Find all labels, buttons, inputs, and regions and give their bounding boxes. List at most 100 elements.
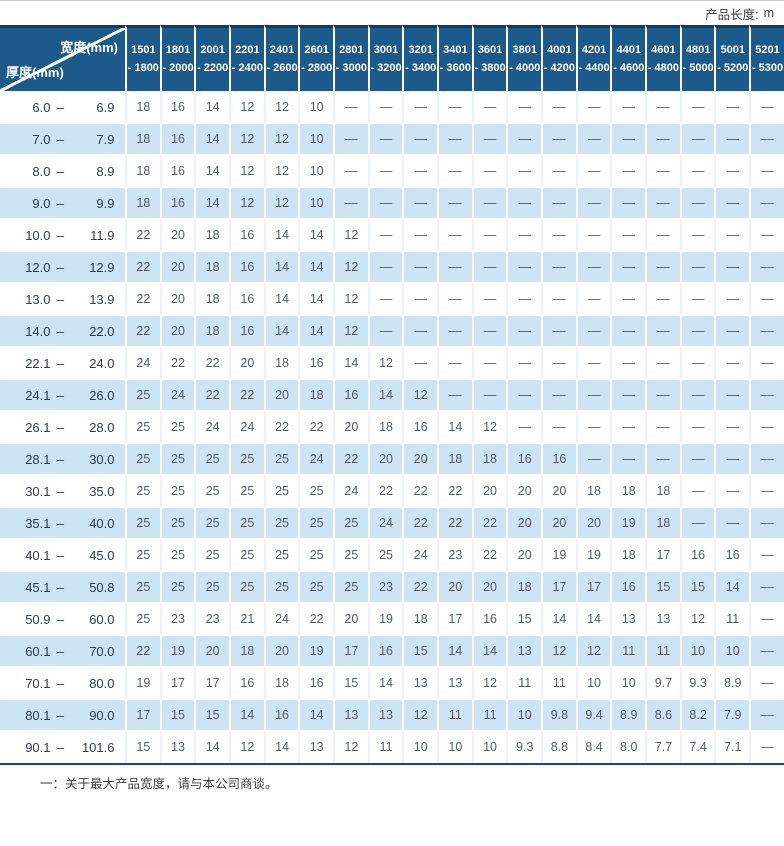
value-cell: 16 <box>402 411 438 443</box>
value-cell: 16 <box>541 443 576 475</box>
value-cell-empty: — <box>749 155 784 187</box>
value-cell: 12 <box>333 219 368 251</box>
row-label: 28.1–30.0 <box>0 443 125 475</box>
value-cell: 20 <box>402 443 438 475</box>
column-header: 2401- 2600 <box>263 25 299 91</box>
value-cell: 17 <box>333 635 368 667</box>
value-cell-empty: — <box>437 315 472 347</box>
value-cell: 22 <box>437 507 472 539</box>
value-cell: 14 <box>263 219 299 251</box>
value-cell: 18 <box>229 635 264 667</box>
value-cell-empty: — <box>575 219 611 251</box>
value-cell-empty: — <box>749 123 784 155</box>
value-cell: 25 <box>159 507 195 539</box>
value-cell-empty: — <box>645 347 680 379</box>
value-cell-empty: — <box>506 315 542 347</box>
table-row: 12.0–12.9 22 20 18 16 14 14 12— — — — — — — — — — — — <box>0 251 784 283</box>
value-cell: 8.6 <box>645 699 680 731</box>
value-cell-empty: — <box>367 283 403 315</box>
value-cell: 9.3 <box>506 731 542 763</box>
value-cell-empty: — <box>749 571 784 603</box>
value-cell-empty: — <box>367 219 403 251</box>
value-cell: 18 <box>125 91 160 123</box>
row-label: 6.0–6.9 <box>0 91 125 123</box>
value-cell: 12 <box>263 91 299 123</box>
value-cell: 10 <box>471 731 507 763</box>
value-cell-empty: — <box>610 155 646 187</box>
value-cell: 18 <box>610 475 646 507</box>
value-cell-empty: — <box>714 219 750 251</box>
value-cell-empty: — <box>610 347 646 379</box>
value-cell-empty: — <box>575 187 611 219</box>
value-cell: 10 <box>714 635 750 667</box>
value-cell-empty: — <box>645 411 680 443</box>
value-cell: 25 <box>125 411 160 443</box>
value-cell: 14 <box>298 283 334 315</box>
value-cell-empty: — <box>610 379 646 411</box>
value-cell-empty: — <box>437 219 472 251</box>
value-cell-empty: — <box>679 315 715 347</box>
value-cell-empty: — <box>437 283 472 315</box>
value-cell-empty: — <box>679 91 715 123</box>
value-cell: 25 <box>298 571 334 603</box>
value-cell: 13 <box>610 603 646 635</box>
value-cell: 21 <box>229 603 264 635</box>
value-cell-empty: — <box>679 507 715 539</box>
value-cell: 19 <box>298 635 334 667</box>
column-header: 5201- 5300 <box>749 25 784 91</box>
value-cell: 18 <box>125 123 160 155</box>
value-cell-empty: — <box>714 443 750 475</box>
value-cell: 18 <box>263 667 299 699</box>
value-cell-empty: — <box>541 251 576 283</box>
value-cell-empty: — <box>506 187 542 219</box>
value-cell-empty: — <box>749 635 784 667</box>
value-cell: 15 <box>645 571 680 603</box>
value-cell: 16 <box>263 699 299 731</box>
value-cell: 12 <box>367 347 403 379</box>
value-cell: 10 <box>679 635 715 667</box>
value-cell: 14 <box>263 283 299 315</box>
value-cell: 18 <box>367 411 403 443</box>
value-cell: 7.9 <box>714 699 750 731</box>
row-label: 90.1–101.6 <box>0 731 125 763</box>
value-cell: 14 <box>298 219 334 251</box>
value-cell: 7.4 <box>679 731 715 763</box>
table-row: 90.1–101.6 15 13 14 12 14 13 12 11 10 10 10 9.3 8.8 8.… <box>0 731 784 763</box>
row-label: 26.1–28.0 <box>0 411 125 443</box>
value-cell: 25 <box>125 475 160 507</box>
value-cell-empty: — <box>541 219 576 251</box>
table-row: 50.9–60.0 25 23 23 21 24 22 20 19 18 17 16 15 14 14 13 1… <box>0 603 784 635</box>
value-cell: 16 <box>229 251 264 283</box>
row-label: 10.0–11.9 <box>0 219 125 251</box>
column-header: 4801- 5000 <box>679 25 715 91</box>
value-cell: 14 <box>471 635 507 667</box>
value-cell-empty: — <box>367 91 403 123</box>
value-cell: 16 <box>679 539 715 571</box>
value-cell: 16 <box>367 635 403 667</box>
value-cell-empty: — <box>541 283 576 315</box>
value-cell: 12 <box>333 283 368 315</box>
value-cell: 20 <box>263 379 299 411</box>
value-cell: 14 <box>298 699 334 731</box>
value-cell: 14 <box>263 731 299 763</box>
value-cell: 25 <box>263 475 299 507</box>
value-cell-empty: — <box>645 251 680 283</box>
value-cell: 22 <box>125 283 160 315</box>
table-row: 40.1–45.0 25 25 25 25 25 25 25 25 24 23 22 20 19 19 18 1… <box>0 539 784 571</box>
value-cell: 22 <box>125 635 160 667</box>
value-cell: 15 <box>125 731 160 763</box>
row-label: 14.0–22.0 <box>0 315 125 347</box>
value-cell: 20 <box>437 571 472 603</box>
value-cell-empty: — <box>610 91 646 123</box>
value-cell: 22 <box>194 347 230 379</box>
value-cell: 23 <box>367 571 403 603</box>
value-cell: 17 <box>194 667 230 699</box>
value-cell-empty: — <box>333 91 368 123</box>
value-cell: 12 <box>229 123 264 155</box>
value-cell: 12 <box>333 315 368 347</box>
value-cell-empty: — <box>471 379 507 411</box>
table-row: 6.0–6.9 18 16 14 12 12 10— — — — — — — — — — — — — <box>0 91 784 123</box>
value-cell: 25 <box>229 475 264 507</box>
value-cell: 14 <box>437 411 472 443</box>
value-cell: 25 <box>194 507 230 539</box>
